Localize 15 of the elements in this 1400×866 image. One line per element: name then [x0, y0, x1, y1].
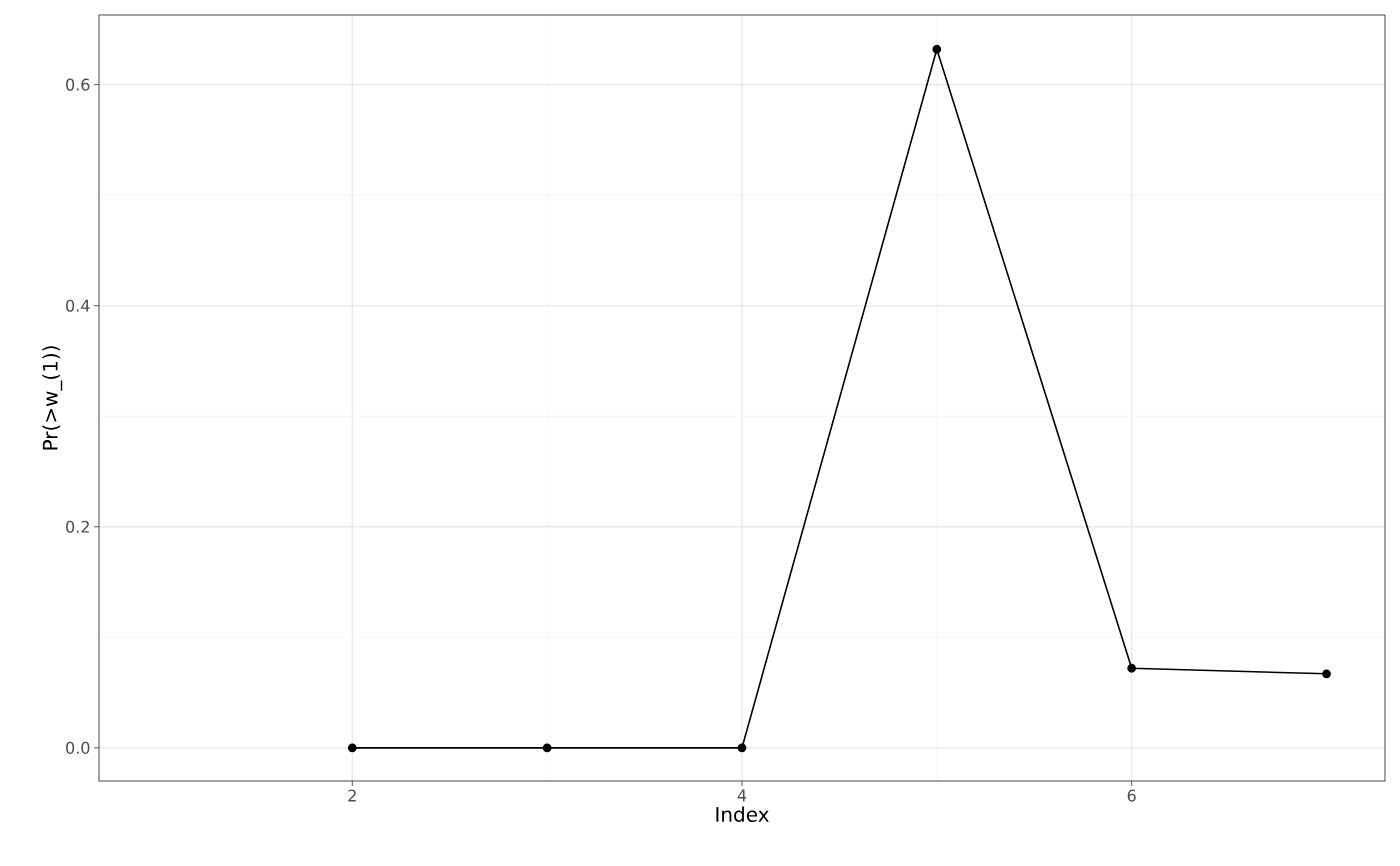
point: [1127, 663, 1137, 673]
y-tick-label: 0.4: [66, 299, 90, 312]
x-axis-title: Index: [716, 806, 769, 822]
point: [1322, 669, 1331, 679]
y-axis-title: Pr(>w_(1)): [42, 346, 63, 450]
point: [932, 44, 942, 54]
point: [737, 743, 747, 753]
x-tick-label: 4: [737, 789, 747, 802]
y-tick-label: 0.6: [66, 78, 90, 91]
x-tick-label: 2: [348, 789, 356, 802]
y-tick-label: 0.2: [66, 520, 89, 533]
x-tick-label: 6: [1127, 789, 1136, 802]
y-tick-label: 0.0: [66, 741, 90, 754]
point: [347, 743, 357, 753]
point: [542, 743, 552, 753]
